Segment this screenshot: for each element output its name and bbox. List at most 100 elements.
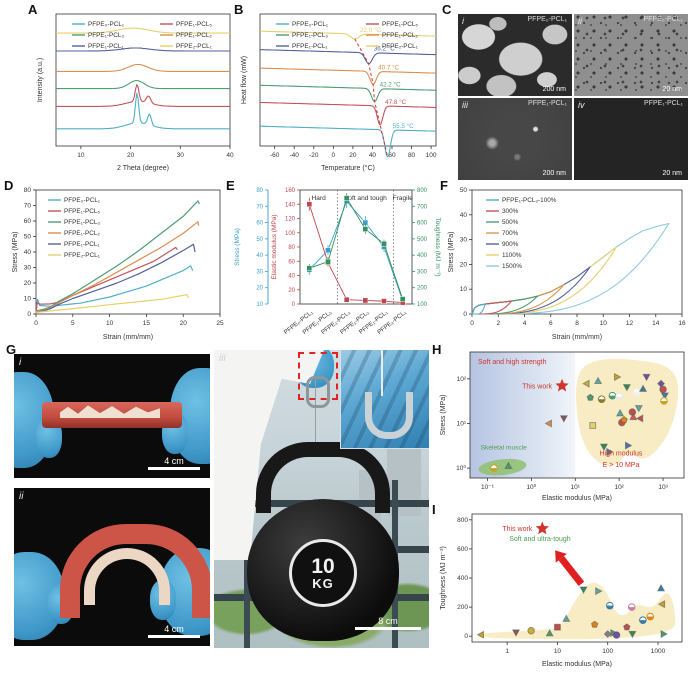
svg-text:15: 15 bbox=[143, 320, 151, 327]
svg-text:100: 100 bbox=[285, 231, 296, 237]
svg-text:PFPE₁-PCL₃: PFPE₁-PCL₃ bbox=[292, 32, 328, 39]
svg-text:PFPE₁-PCL₁: PFPE₁-PCL₁ bbox=[64, 241, 100, 248]
svg-text:25: 25 bbox=[216, 320, 224, 327]
hanging-fiber bbox=[315, 380, 316, 446]
kettlebell-body: 10 KG bbox=[247, 499, 399, 641]
highlight-dashed-box bbox=[298, 352, 338, 400]
svg-text:30: 30 bbox=[24, 265, 32, 272]
svg-text:600: 600 bbox=[457, 546, 468, 553]
svg-text:4: 4 bbox=[523, 320, 527, 327]
tem-sample-ii: PFPE₀-PCL₁ bbox=[643, 16, 684, 23]
tem-roman-iv: iv bbox=[578, 100, 585, 110]
svg-text:800: 800 bbox=[457, 517, 468, 524]
photo-bend: ii 4 cm bbox=[14, 488, 210, 646]
svg-text:PFPE₂-PCL₁: PFPE₂-PCL₁ bbox=[382, 43, 418, 50]
tem-image-iv: iv PFPE₁-PCL₁ 20 nm bbox=[574, 98, 688, 180]
carabiner bbox=[306, 376, 330, 408]
panel-letter-f: F bbox=[440, 178, 448, 193]
svg-text:100: 100 bbox=[602, 648, 613, 655]
panel-letter-h: H bbox=[432, 342, 442, 357]
svg-text:900%: 900% bbox=[502, 241, 519, 248]
svg-text:200: 200 bbox=[457, 604, 468, 611]
svg-text:-40: -40 bbox=[290, 152, 300, 159]
panel-letter-g: G bbox=[6, 342, 17, 357]
svg-text:30: 30 bbox=[256, 269, 263, 275]
svg-text:PFPE₁-PCL₂: PFPE₁-PCL₂ bbox=[64, 230, 100, 237]
svg-text:50: 50 bbox=[460, 187, 468, 194]
svg-text:PFPE₁-PCL₅: PFPE₁-PCL₅ bbox=[64, 208, 100, 215]
svg-text:700%: 700% bbox=[502, 230, 519, 237]
panel-letter-a: A bbox=[28, 2, 38, 17]
svg-text:PFPE₁-PCL₂: PFPE₁-PCL₂ bbox=[382, 32, 418, 39]
svg-text:5: 5 bbox=[71, 320, 75, 327]
svg-text:10: 10 bbox=[460, 286, 468, 293]
svg-text:10²: 10² bbox=[457, 376, 467, 383]
svg-text:30: 30 bbox=[460, 237, 468, 244]
svg-text:200: 200 bbox=[417, 286, 428, 292]
svg-text:Fragile: Fragile bbox=[393, 195, 413, 202]
kettlebell-weight-badge: 10 KG bbox=[289, 538, 357, 607]
tem-roman-iii: iii bbox=[462, 100, 468, 110]
svg-text:0: 0 bbox=[463, 311, 467, 318]
svg-text:0: 0 bbox=[464, 633, 468, 640]
svg-text:70: 70 bbox=[256, 204, 263, 210]
panel-letter-d: D bbox=[4, 178, 14, 193]
svg-text:This work: This work bbox=[502, 526, 532, 533]
svg-text:Skeletal muscle: Skeletal muscle bbox=[481, 445, 528, 452]
svg-text:2: 2 bbox=[496, 320, 500, 327]
photo-roman-i: i bbox=[19, 357, 22, 368]
svg-text:Stress (MPa): Stress (MPa) bbox=[448, 232, 455, 273]
svg-text:Elastic modulus (MPa): Elastic modulus (MPa) bbox=[271, 214, 278, 279]
svg-text:40: 40 bbox=[288, 274, 295, 280]
meniscus-sample-bent bbox=[60, 524, 210, 618]
svg-text:PFPE₀-PCL₁: PFPE₀-PCL₁ bbox=[88, 21, 124, 28]
svg-text:PFPE₁-PCL₁: PFPE₁-PCL₁ bbox=[292, 43, 328, 50]
svg-text:20: 20 bbox=[460, 261, 468, 268]
svg-text:Elastic modulus (MPa): Elastic modulus (MPa) bbox=[542, 661, 612, 668]
svg-text:0: 0 bbox=[34, 320, 38, 327]
svg-text:40: 40 bbox=[369, 152, 377, 159]
svg-text:Hard: Hard bbox=[312, 195, 327, 202]
svg-text:40.7 °C: 40.7 °C bbox=[378, 63, 400, 71]
dsc-chart: -60 -40 -20 0 20 40 60 80 100 Temperature (°C) Hea… bbox=[241, 13, 437, 172]
svg-text:80: 80 bbox=[256, 188, 263, 194]
tem-image-i: i PFPE₀-PCL₁ 200 nm bbox=[458, 14, 572, 96]
svg-text:40: 40 bbox=[460, 212, 468, 219]
svg-text:20: 20 bbox=[180, 320, 188, 327]
property-summary-chart: 10 20 30 40 50 60 70 80 Stress (MPa) 0 20 40 60 80 100… bbox=[234, 188, 441, 336]
svg-text:PFPE₁-PCL₃: PFPE₁-PCL₃ bbox=[88, 32, 124, 39]
svg-text:12: 12 bbox=[626, 320, 634, 327]
svg-text:800: 800 bbox=[417, 188, 428, 194]
tem-roman-i: i bbox=[462, 16, 464, 26]
svg-text:Toughness (MJ m⁻³): Toughness (MJ m⁻³) bbox=[440, 546, 447, 610]
svg-text:70: 70 bbox=[24, 203, 32, 210]
svg-text:30: 30 bbox=[177, 152, 185, 159]
tem-sample-iv: PFPE₁-PCL₁ bbox=[644, 100, 683, 107]
svg-text:80: 80 bbox=[408, 152, 416, 159]
svg-text:10: 10 bbox=[106, 320, 114, 327]
photo-roman-iii: iii bbox=[219, 353, 226, 364]
svg-text:20: 20 bbox=[288, 288, 295, 294]
svg-text:700: 700 bbox=[417, 204, 428, 210]
kettlebell: 10 KG bbox=[240, 442, 406, 641]
toughness-vs-modulus-scatter: 1 10 100 1000 0 200 400 600 800 Elastic modulus (… bbox=[440, 513, 683, 668]
stress-strain-chart: 0 5 10 15 20 25 0 10 20 30 40 50 60 70 80 Strain (mm/mm… bbox=[12, 187, 224, 341]
photo-kettlebell-lift: iii 10 KG 8 cm bbox=[214, 350, 429, 648]
sample-inner bbox=[84, 548, 170, 605]
svg-text:42.2 °C: 42.2 °C bbox=[380, 81, 402, 89]
svg-text:Temperature (°C): Temperature (°C) bbox=[321, 164, 375, 172]
svg-text:Strain (mm/mm): Strain (mm/mm) bbox=[103, 334, 153, 341]
svg-text:120: 120 bbox=[285, 217, 296, 223]
svg-text:20: 20 bbox=[256, 286, 263, 292]
svg-text:10: 10 bbox=[554, 648, 562, 655]
svg-text:-20: -20 bbox=[309, 152, 319, 159]
svg-text:50: 50 bbox=[256, 237, 263, 243]
svg-text:400: 400 bbox=[457, 575, 468, 582]
svg-text:0: 0 bbox=[27, 311, 31, 318]
svg-text:60: 60 bbox=[24, 218, 32, 225]
scale-bar: 20 nm bbox=[662, 170, 682, 177]
svg-text:PFPE₀-PCL₁: PFPE₀-PCL₁ bbox=[64, 197, 100, 204]
photo-stretch-flat: i 4 cm bbox=[14, 354, 210, 478]
